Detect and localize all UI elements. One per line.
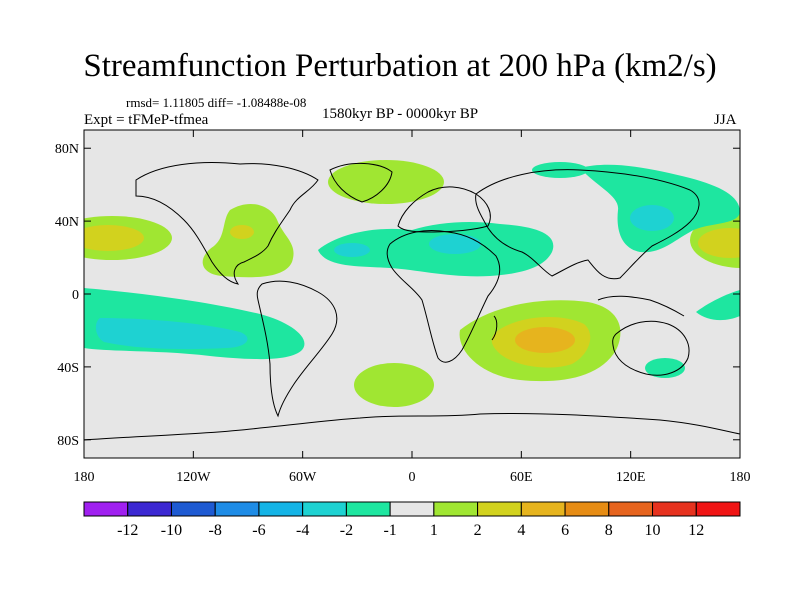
anomaly-region	[230, 225, 254, 239]
colorbar-swatch	[345, 501, 391, 517]
anomaly-region	[328, 160, 444, 204]
coastline-europe	[397, 186, 491, 233]
longitude-axis: 180 120W 60W 0 60E 120E 180	[74, 130, 751, 485]
colorbar-swatch	[477, 501, 522, 517]
lon-tick-label: 180	[74, 470, 95, 485]
colorbar-label: -10	[161, 522, 182, 539]
colorbar-swatch	[695, 501, 741, 517]
coastline-asia	[475, 169, 700, 280]
coastline-madagascar	[491, 315, 498, 341]
latitude-axis: 80N 40N 0 40S 80S	[55, 142, 740, 449]
colorbar-swatch	[564, 501, 610, 517]
anomaly-region	[515, 327, 575, 353]
lat-tick-label: 80N	[55, 142, 79, 157]
colorbar-swatch	[433, 501, 479, 517]
lon-tick-label: 180	[730, 470, 751, 485]
colorbar-label: -4	[296, 522, 309, 539]
coastline-greenland	[329, 162, 393, 203]
colorbar-label: 2	[474, 522, 482, 539]
anomaly-region	[84, 225, 144, 251]
lon-tick-label: 60W	[289, 470, 317, 485]
plot-title: Streamfunction Perturbation at 200 hPa (…	[83, 48, 717, 84]
anomaly-region	[354, 363, 434, 407]
colorbar-swatch	[83, 501, 129, 517]
stats-line: rmsd= 1.11805 diff= -1.08488e-08	[126, 95, 307, 110]
coastline-north-america	[135, 162, 319, 285]
colorbar-label: -2	[340, 522, 353, 539]
colorbar: -12 -10 -8 -6 -4 -2 -1 1 2 4 6 8 10 12	[83, 501, 741, 539]
experiment-label: Expt = tFMeP-tfmea	[84, 112, 209, 128]
coastline-indonesia	[597, 295, 685, 317]
coastline-australia	[612, 320, 690, 376]
coastlines	[84, 162, 740, 441]
anomaly-region	[429, 234, 481, 254]
lon-tick-label: 120E	[616, 470, 646, 485]
coastline-africa	[386, 230, 501, 363]
colorbar-label: -6	[252, 522, 265, 539]
colorbar-swatch	[520, 501, 566, 517]
colorbar-swatch	[170, 501, 216, 517]
anomaly-region	[202, 203, 294, 278]
colorbar-swatch	[652, 501, 697, 517]
coastline-south-america	[256, 280, 338, 418]
colorbar-label: 6	[561, 522, 569, 539]
positive-anomaly-regions	[84, 160, 740, 407]
lon-tick-label: 60E	[510, 470, 533, 485]
colorbar-label: -12	[117, 522, 138, 539]
colorbar-swatch	[127, 501, 172, 517]
contour-field	[84, 160, 740, 407]
lon-tick-label: 120W	[176, 470, 211, 485]
lat-tick-label: 80S	[57, 434, 79, 449]
anomaly-region	[95, 318, 248, 350]
colorbar-label: -1	[383, 522, 396, 539]
anomaly-region	[630, 205, 674, 231]
colorbar-swatch	[214, 501, 260, 517]
colorbar-swatch	[258, 501, 304, 517]
colorbar-label: 1	[430, 522, 438, 539]
colorbar-label: 10	[645, 522, 661, 539]
period-label: 1580kyr BP - 0000kyr BP	[322, 106, 479, 122]
season-label: JJA	[714, 112, 737, 128]
colorbar-swatch	[302, 501, 347, 517]
anomaly-region	[645, 358, 685, 378]
lat-tick-label: 0	[72, 288, 79, 303]
colorbar-label: 8	[605, 522, 613, 539]
lat-tick-label: 40S	[57, 361, 79, 376]
anomaly-region	[334, 243, 370, 257]
anomaly-region	[696, 290, 740, 321]
lat-tick-label: 40N	[55, 215, 79, 230]
anomaly-region	[698, 228, 740, 258]
colorbar-swatch	[389, 501, 435, 517]
colorbar-swatch	[608, 501, 654, 517]
colorbar-label: -8	[209, 522, 222, 539]
colorbar-label: 12	[688, 522, 704, 539]
coastline-antarctica	[84, 412, 740, 441]
colorbar-label: 4	[517, 522, 525, 539]
lon-tick-label: 0	[409, 470, 416, 485]
